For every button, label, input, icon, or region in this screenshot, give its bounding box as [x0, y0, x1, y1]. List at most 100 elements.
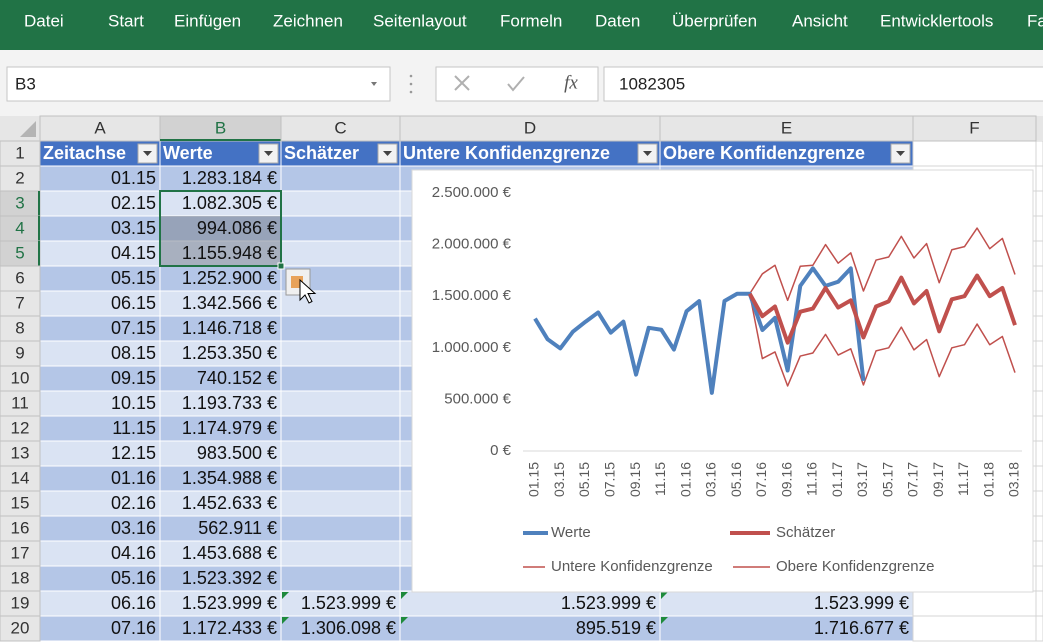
- cell-value: 02.15: [111, 193, 156, 213]
- formula-input[interactable]: [603, 66, 1043, 102]
- cell-value: 1.523.999 €: [561, 593, 656, 613]
- row-number: 5: [15, 243, 24, 262]
- row-number: 19: [11, 593, 30, 612]
- column-header-label: F: [969, 118, 979, 137]
- x-tick-label: 05.16: [728, 462, 744, 497]
- cell: [912, 140, 1037, 167]
- row-number: 12: [11, 418, 30, 437]
- table-cell: [280, 590, 401, 617]
- cell-value: 1.252.900 €: [182, 268, 277, 288]
- row-header[interactable]: [0, 390, 41, 417]
- error-indicator: [401, 617, 408, 624]
- row-header[interactable]: [0, 515, 41, 542]
- table-cell: [280, 440, 401, 467]
- row-number: 1: [15, 143, 24, 162]
- column-header[interactable]: [39, 115, 161, 142]
- column-header[interactable]: [280, 115, 401, 142]
- x-tick-label: 03.18: [1006, 462, 1022, 497]
- ribbon-tab[interactable]: Fa: [1027, 11, 1043, 30]
- cell: [1035, 315, 1043, 342]
- cell-value: 02.16: [111, 493, 156, 513]
- error-indicator: [401, 592, 408, 599]
- filter-arrow[interactable]: [143, 151, 152, 156]
- row-header[interactable]: [0, 615, 41, 642]
- cell-value: 01.15: [111, 168, 156, 188]
- filter-arrow[interactable]: [896, 151, 905, 156]
- enter-button[interactable]: [507, 76, 525, 92]
- cell-value: 1.172.433 €: [182, 618, 277, 638]
- cell: [1035, 240, 1043, 267]
- table-cell: [280, 490, 401, 517]
- ribbon-tab[interactable]: Einfügen: [174, 11, 241, 30]
- x-tick-label: 11.15: [652, 462, 668, 496]
- x-tick-label: 07.17: [905, 462, 921, 497]
- table-cell: [280, 515, 401, 542]
- cell: [1035, 465, 1043, 492]
- table-cell: [280, 465, 401, 492]
- row-header[interactable]: [0, 265, 41, 292]
- filter-arrow[interactable]: [383, 151, 392, 156]
- table-cell: [39, 590, 161, 617]
- cell-value: 1.452.633 €: [182, 493, 277, 513]
- table-cell: [280, 315, 401, 342]
- cell-value: 06.15: [111, 293, 156, 313]
- cell-value: 983.500 €: [197, 443, 277, 463]
- chart-area[interactable]: [411, 169, 1034, 593]
- cancel-button[interactable]: [454, 75, 470, 91]
- table-cell: [399, 140, 661, 167]
- ribbon-tab[interactable]: Zeichnen: [273, 11, 343, 30]
- legend-label: Untere Konfidenzgrenze: [551, 558, 713, 575]
- table-cell: [280, 190, 401, 217]
- cell-value: 04.15: [111, 243, 156, 263]
- table-cell: [159, 540, 282, 567]
- cell-value: 03.15: [111, 218, 156, 238]
- ribbon-tab[interactable]: Überprüfen: [672, 11, 757, 30]
- column-header[interactable]: [159, 115, 282, 142]
- column-header[interactable]: [399, 115, 661, 142]
- row-number: 6: [15, 268, 24, 287]
- cell: [1035, 390, 1043, 417]
- cell: [1035, 340, 1043, 367]
- ribbon-tab[interactable]: Daten: [595, 11, 640, 30]
- function-button[interactable]: fx: [564, 72, 578, 93]
- x-tick-label: 03.16: [703, 462, 719, 497]
- row-header[interactable]: [0, 465, 41, 492]
- table-cell: [280, 390, 401, 417]
- cell-value: 1.453.688 €: [182, 543, 277, 563]
- cell-value: 1.354.988 €: [182, 468, 277, 488]
- cell-value: 07.16: [111, 618, 156, 638]
- table-cell: [39, 290, 161, 317]
- filter-arrow[interactable]: [264, 151, 273, 156]
- cell-value: 562.911 €: [198, 518, 277, 538]
- name-box-arrow[interactable]: [371, 82, 377, 86]
- row-header[interactable]: [0, 565, 41, 592]
- row-header[interactable]: [0, 340, 41, 367]
- ribbon-tab[interactable]: Seitenlayout: [373, 11, 467, 30]
- column-header[interactable]: [912, 115, 1037, 142]
- cell: [1035, 415, 1043, 442]
- ribbon-tab[interactable]: Ansicht: [792, 11, 848, 30]
- fill-handle[interactable]: [277, 262, 285, 270]
- y-tick-label: 2.000.000 €: [432, 236, 512, 253]
- cell-value: 04.16: [111, 543, 156, 563]
- table-cell: [159, 465, 282, 492]
- row-number: 15: [11, 493, 30, 512]
- ribbon-tab[interactable]: Datei: [24, 11, 64, 30]
- row-header[interactable]: [0, 590, 41, 617]
- filter-arrow[interactable]: [643, 151, 652, 156]
- table-cell: [280, 240, 401, 267]
- row-header[interactable]: [0, 490, 41, 517]
- column-header-label: E: [781, 118, 792, 137]
- ribbon-tab[interactable]: Formeln: [500, 11, 562, 30]
- table-cell: [280, 565, 401, 592]
- error-indicator: [661, 592, 668, 599]
- column-header[interactable]: [659, 115, 914, 142]
- row-header[interactable]: [0, 140, 41, 167]
- ribbon-tab[interactable]: Start: [108, 11, 144, 30]
- name-box[interactable]: [6, 66, 391, 102]
- row-header[interactable]: [0, 440, 41, 467]
- row-header[interactable]: [0, 540, 41, 567]
- cell-value: 05.16: [111, 568, 156, 588]
- ribbon-tab[interactable]: Entwicklertools: [880, 11, 993, 30]
